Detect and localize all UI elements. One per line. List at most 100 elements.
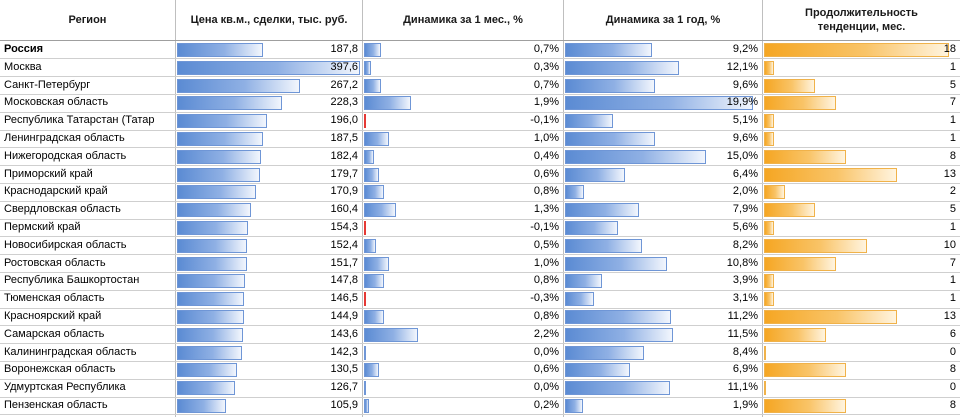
duration-bar	[764, 185, 785, 200]
row-divider	[0, 111, 960, 113]
year-value: 15,0%	[726, 149, 758, 162]
month-value: -0,1%	[530, 114, 559, 127]
table-row: Республика Башкортостан 147,8 0,8% 3,9% 1	[0, 272, 960, 290]
price-bar	[177, 310, 244, 324]
price-value: 142,3	[330, 345, 358, 358]
year-bar	[565, 149, 707, 164]
month-value: 0,2%	[533, 399, 559, 411]
year-value: 6,4%	[732, 167, 758, 180]
duration-value: 1	[949, 292, 956, 305]
price-bar	[177, 96, 283, 111]
year-value: 9,6%	[732, 78, 758, 91]
month-bar	[364, 167, 379, 182]
month-bar	[364, 327, 419, 342]
region-name: Приморский край	[4, 167, 93, 180]
year-bar	[565, 185, 584, 200]
duration-value: 0	[949, 345, 956, 358]
year-bar	[565, 96, 753, 111]
duration-value: 5	[949, 78, 956, 91]
month-value: 0,6%	[533, 363, 559, 376]
year-bar	[565, 78, 656, 93]
duration-bar	[764, 381, 766, 396]
column-divider-3	[563, 0, 564, 417]
price-value: 147,8	[330, 274, 358, 287]
price-value: 154,3	[330, 221, 358, 233]
header-month-dynamics: Динамика за 1 мес., %	[403, 14, 523, 26]
month-value: 0,0%	[533, 381, 559, 394]
row-divider	[0, 200, 960, 202]
table-row: Московская область 228,3 1,9% 19,9% 7	[0, 94, 960, 112]
region-name: Ленинградская область	[4, 132, 125, 144]
region-name: Республика Татарстан (Татар	[4, 114, 155, 127]
duration-bar	[764, 78, 816, 93]
year-value: 5,1%	[732, 114, 758, 127]
row-divider	[0, 236, 960, 238]
year-bar	[565, 399, 583, 413]
table-row: Калининградская область 142,3 0,0% 8,4% 0	[0, 344, 960, 362]
header-region: Регион	[68, 14, 107, 26]
year-bar	[565, 238, 643, 253]
duration-value: 1	[949, 221, 956, 233]
region-name: Пермский край	[4, 221, 81, 233]
table-row: Свердловская область 160,4 1,3% 7,9% 5	[0, 201, 960, 219]
price-bar	[177, 399, 226, 413]
duration-bar	[764, 345, 766, 360]
month-bar	[364, 363, 379, 378]
row-divider	[0, 378, 960, 380]
region-name: Калининградская область	[4, 345, 137, 358]
year-value: 11,5%	[727, 327, 758, 340]
price-bar	[177, 221, 248, 235]
row-divider	[0, 93, 960, 95]
price-value: 182,4	[330, 149, 358, 162]
table-row: Краснодарский край 170,9 0,8% 2,0% 2	[0, 183, 960, 201]
duration-bar	[764, 132, 775, 146]
price-value: 179,7	[330, 167, 358, 180]
month-value: 0,8%	[533, 274, 559, 287]
month-value: 0,0%	[533, 345, 559, 358]
year-value: 9,6%	[732, 132, 758, 144]
duration-value: 2	[949, 185, 956, 198]
price-bar	[177, 363, 238, 378]
month-value: 0,7%	[533, 78, 559, 91]
month-bar	[364, 114, 366, 129]
month-bar	[364, 292, 366, 307]
table-row: Санкт-Петербург 267,2 0,7% 9,6% 5	[0, 77, 960, 95]
year-bar	[565, 345, 645, 360]
month-bar	[364, 310, 384, 324]
year-value: 1,9%	[732, 399, 758, 411]
row-divider	[0, 76, 960, 78]
duration-value: 13	[943, 310, 956, 322]
month-bar	[364, 221, 366, 235]
column-divider-4	[762, 0, 763, 417]
price-bar	[177, 167, 260, 182]
month-value: -0,3%	[530, 292, 559, 305]
duration-value: 8	[949, 399, 956, 411]
year-bar	[565, 327, 674, 342]
duration-value: 7	[949, 96, 956, 109]
month-bar	[364, 399, 369, 413]
row-divider	[0, 129, 960, 131]
month-value: 0,4%	[533, 149, 559, 162]
row-divider	[0, 218, 960, 220]
month-value: 1,0%	[533, 256, 559, 269]
month-value: 0,7%	[533, 43, 559, 55]
year-bar	[565, 274, 602, 289]
header-year-dynamics: Динамика за 1 год, %	[605, 14, 721, 26]
month-bar	[364, 149, 374, 164]
price-bar	[177, 238, 248, 253]
duration-value: 1	[949, 274, 956, 287]
month-value: -0,1%	[530, 221, 559, 233]
price-bar	[177, 345, 243, 360]
table-row: Самарская область 143,6 2,2% 11,5% 6	[0, 326, 960, 344]
header-duration-line2: тенденции, мес.	[817, 21, 906, 33]
row-divider	[0, 396, 960, 398]
price-value: 143,6	[330, 327, 358, 340]
year-bar	[565, 381, 670, 396]
duration-bar	[764, 256, 836, 271]
price-bar	[177, 132, 264, 146]
duration-value: 18	[943, 43, 956, 55]
price-value: 105,9	[330, 399, 358, 411]
row-divider	[0, 147, 960, 149]
region-name: Самарская область	[4, 327, 105, 340]
duration-value: 5	[949, 203, 956, 216]
